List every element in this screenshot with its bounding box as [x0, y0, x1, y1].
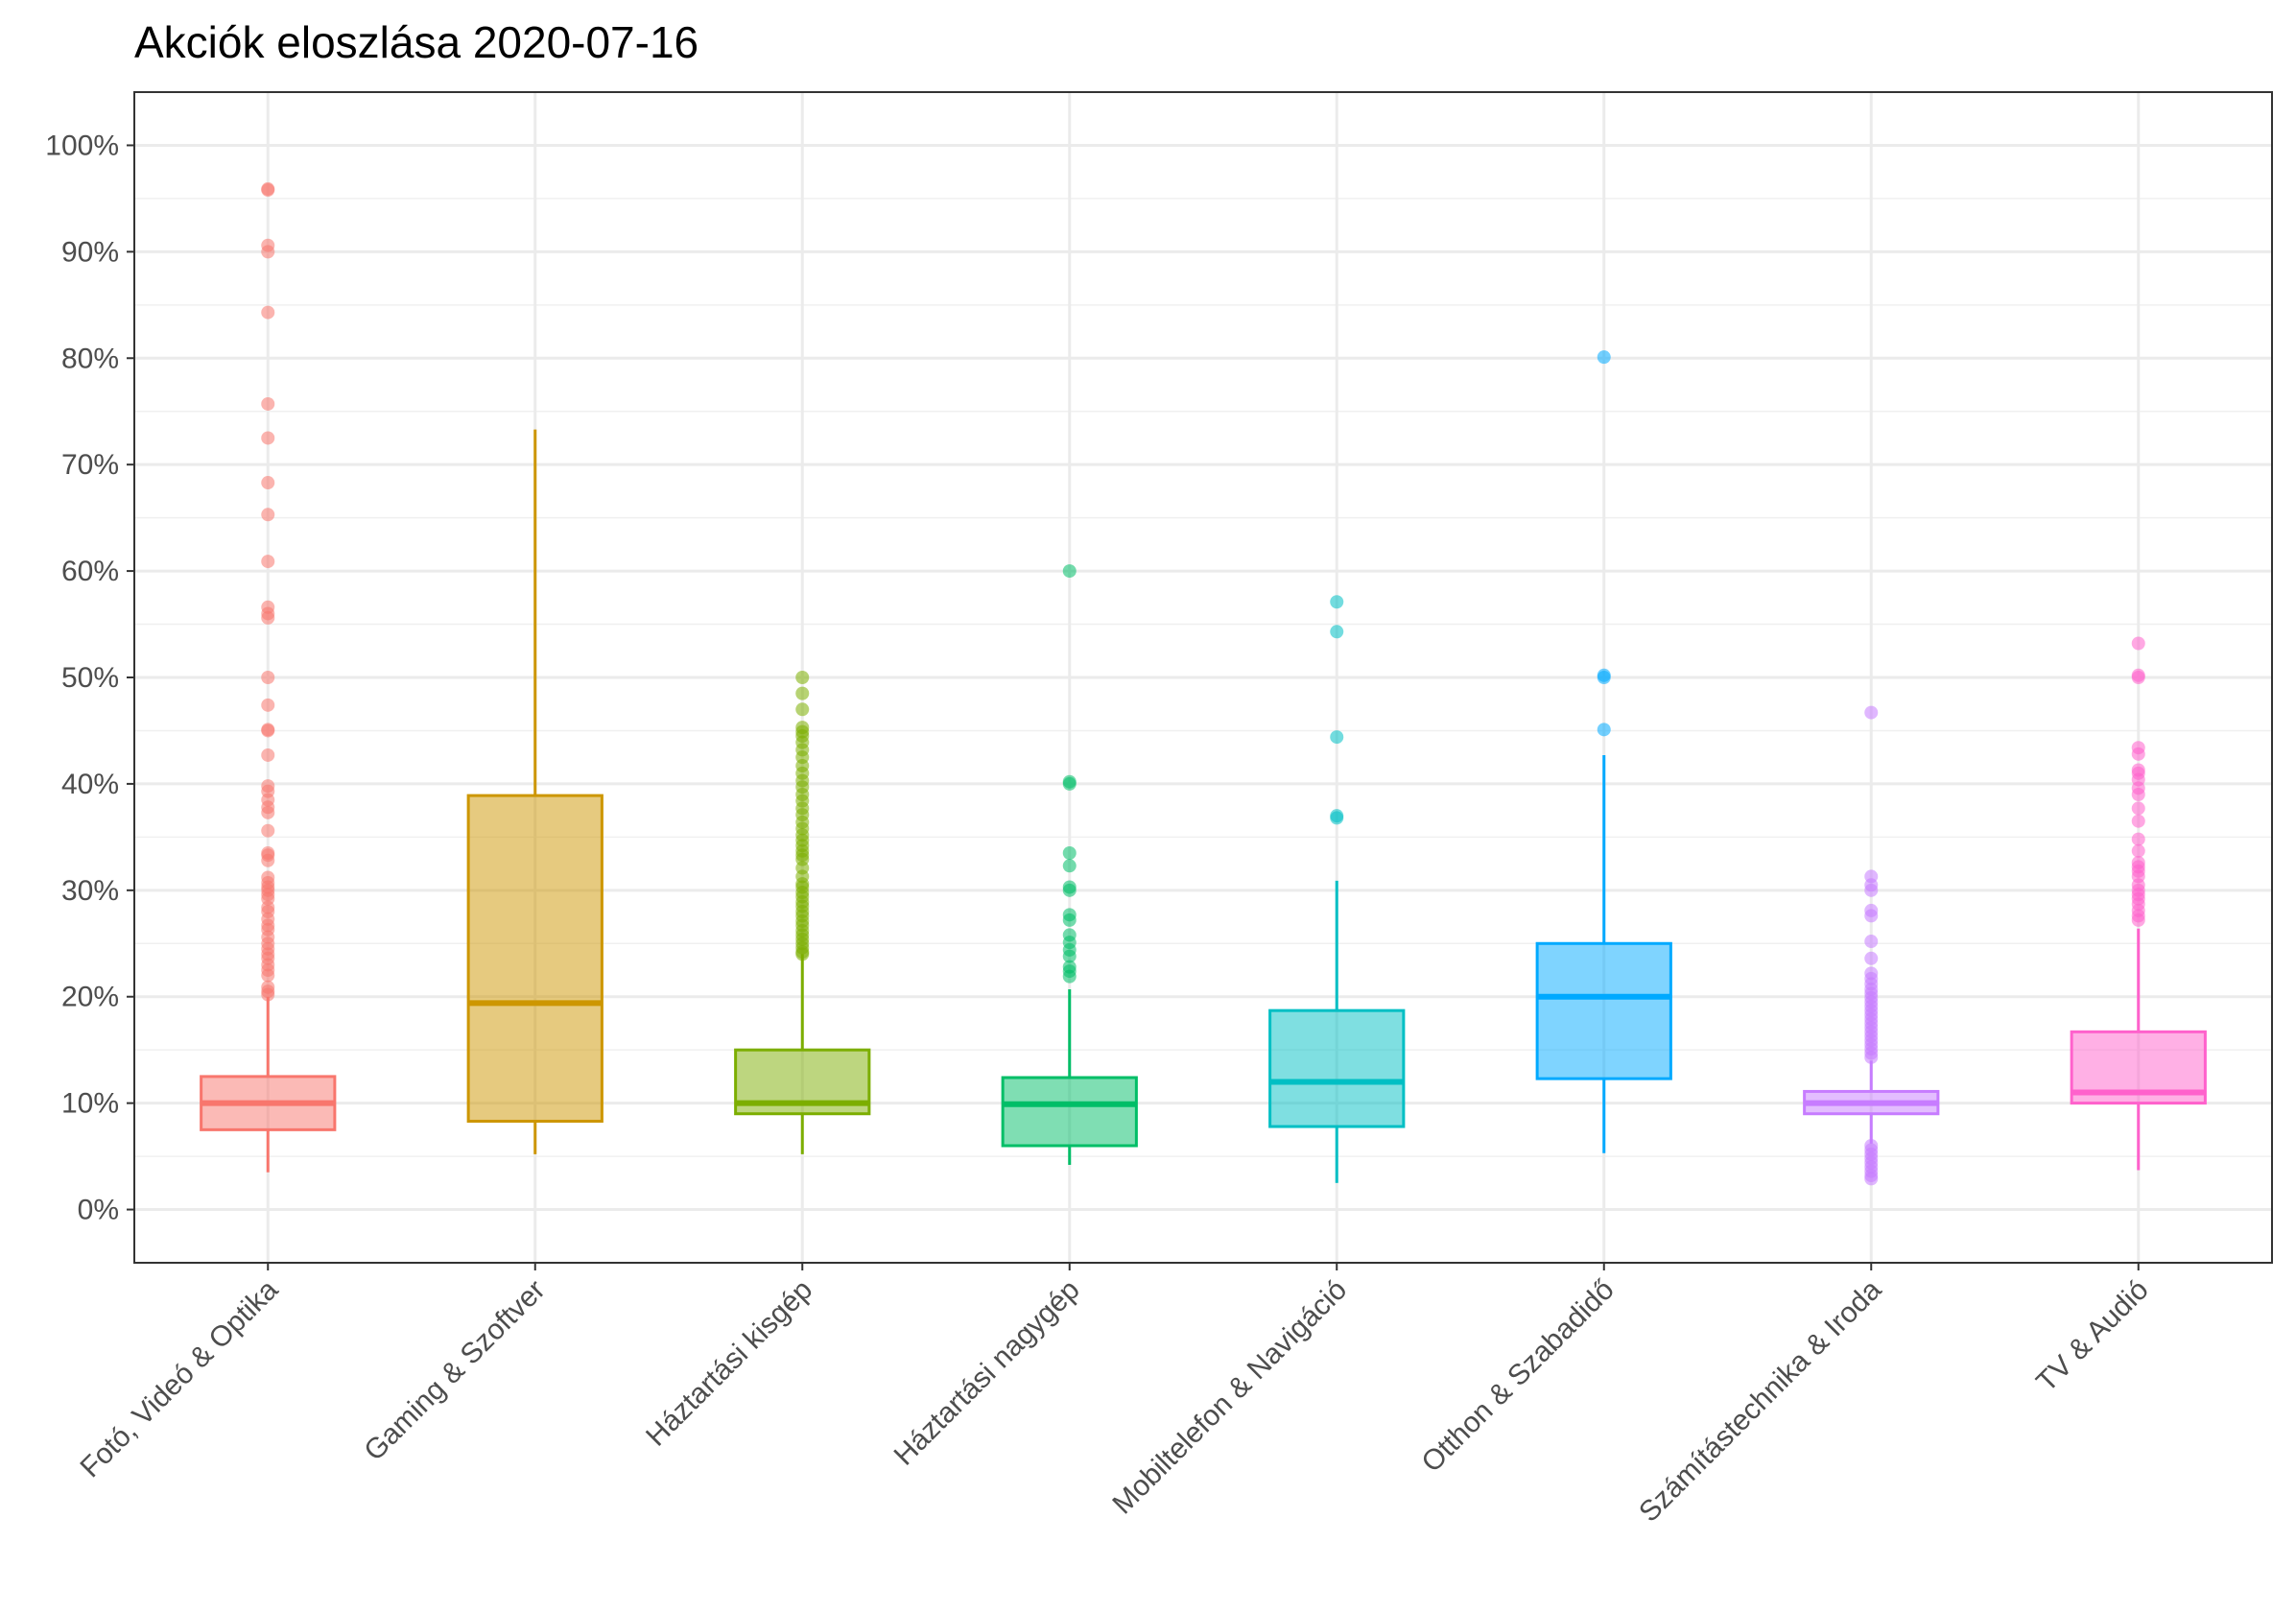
y-tick-label: 70% — [61, 449, 119, 481]
outlier-point — [261, 245, 275, 259]
outlier-point — [1864, 951, 1879, 965]
box-group — [1535, 350, 1672, 1153]
outlier-point — [261, 805, 275, 819]
outlier-point — [2131, 788, 2145, 801]
boxes — [200, 181, 2207, 1186]
outlier-point — [2131, 801, 2145, 816]
box — [1535, 941, 1672, 1080]
outlier-point — [1062, 859, 1077, 873]
x-tick-label: Háztartási kisgép — [640, 1274, 818, 1453]
box-group — [734, 671, 871, 1154]
outlier-point — [261, 508, 275, 522]
x-tick-label: Számítástechnika & Iroda — [1633, 1273, 1887, 1528]
box-group — [2070, 636, 2207, 1171]
outlier-point — [1864, 1172, 1879, 1186]
box-group — [200, 181, 337, 1173]
outlier-point — [261, 698, 275, 712]
outlier-point — [1062, 969, 1077, 984]
outlier-point — [261, 968, 275, 983]
x-tick-label: Mobiltelefon & Navigáció — [1106, 1274, 1353, 1521]
x-tick-label: Háztartási nagygép — [888, 1274, 1086, 1472]
y-tick-label: 20% — [61, 982, 119, 1013]
outlier-point — [261, 747, 275, 762]
outlier-point — [2131, 913, 2145, 927]
outlier-point — [261, 610, 275, 625]
x-tick-label: Gaming & Szoftver — [358, 1274, 551, 1467]
outlier-point — [2131, 636, 2145, 651]
outlier-point — [2131, 843, 2145, 858]
x-axis: Fotó, Videó & Optika Gaming & Szoftver Ház… — [75, 1263, 2155, 1529]
outlier-point — [795, 947, 810, 961]
outlier-point — [261, 431, 275, 445]
outlier-point — [261, 305, 275, 320]
outlier-point — [1597, 350, 1611, 365]
outlier-point — [261, 476, 275, 490]
y-tick-label: 80% — [61, 343, 119, 374]
y-tick-label: 100% — [45, 130, 119, 161]
outlier-point — [1330, 595, 1344, 609]
box — [1268, 1008, 1406, 1128]
outlier-point — [795, 702, 810, 717]
box-group — [1001, 564, 1138, 1165]
outlier-point — [2131, 814, 2145, 828]
outlier-point — [1330, 730, 1344, 745]
outlier-point — [261, 671, 275, 684]
outlier-point — [1864, 1050, 1879, 1064]
outlier-point — [261, 181, 275, 196]
box-group — [466, 429, 604, 1154]
outlier-point — [1062, 846, 1077, 860]
box — [466, 794, 604, 1123]
outlier-point — [1330, 625, 1344, 639]
outlier-point — [1864, 935, 1879, 949]
outlier-point — [261, 987, 275, 1002]
outlier-point — [261, 555, 275, 569]
y-tick-label: 30% — [61, 875, 119, 907]
outlier-point — [261, 396, 275, 411]
outlier-point — [1597, 671, 1611, 684]
y-tick-label: 50% — [61, 662, 119, 694]
outlier-point — [261, 823, 275, 838]
chart-title: Akciók eloszlása 2020-07-16 — [134, 17, 698, 67]
y-tick-label: 60% — [61, 556, 119, 587]
y-axis: 0% 10% 20% 30% 40% 50% 60% 70% 80% 90% 100% — [45, 130, 134, 1226]
box-group — [1268, 595, 1406, 1183]
outlier-point — [1062, 883, 1077, 897]
outlier-point — [1864, 883, 1879, 897]
outlier-point — [261, 853, 275, 867]
y-tick-label: 10% — [61, 1088, 119, 1120]
outlier-point — [795, 686, 810, 700]
x-tick-label: TV & Audió — [2030, 1274, 2154, 1398]
outlier-point — [2131, 671, 2145, 684]
y-tick-label: 0% — [78, 1195, 119, 1226]
outlier-point — [1062, 913, 1077, 927]
outlier-point — [1864, 705, 1879, 720]
grid — [134, 92, 2272, 1263]
outlier-point — [1864, 909, 1879, 923]
box-group — [1803, 705, 1940, 1186]
box — [1001, 1076, 1138, 1148]
outlier-point — [2131, 747, 2145, 761]
outlier-point — [2131, 832, 2145, 846]
outlier-point — [1330, 811, 1344, 825]
outlier-point — [1062, 949, 1077, 963]
outlier-point — [1062, 776, 1077, 791]
y-tick-label: 40% — [61, 769, 119, 800]
outlier-point — [1062, 564, 1077, 579]
x-tick-label: Fotó, Videó & Optika — [75, 1273, 285, 1483]
outlier-point — [795, 671, 810, 684]
outlier-point — [1597, 723, 1611, 737]
outlier-point — [261, 723, 275, 738]
y-tick-label: 90% — [61, 236, 119, 268]
x-tick-label: Otthon & Szabadidő — [1415, 1274, 1620, 1479]
